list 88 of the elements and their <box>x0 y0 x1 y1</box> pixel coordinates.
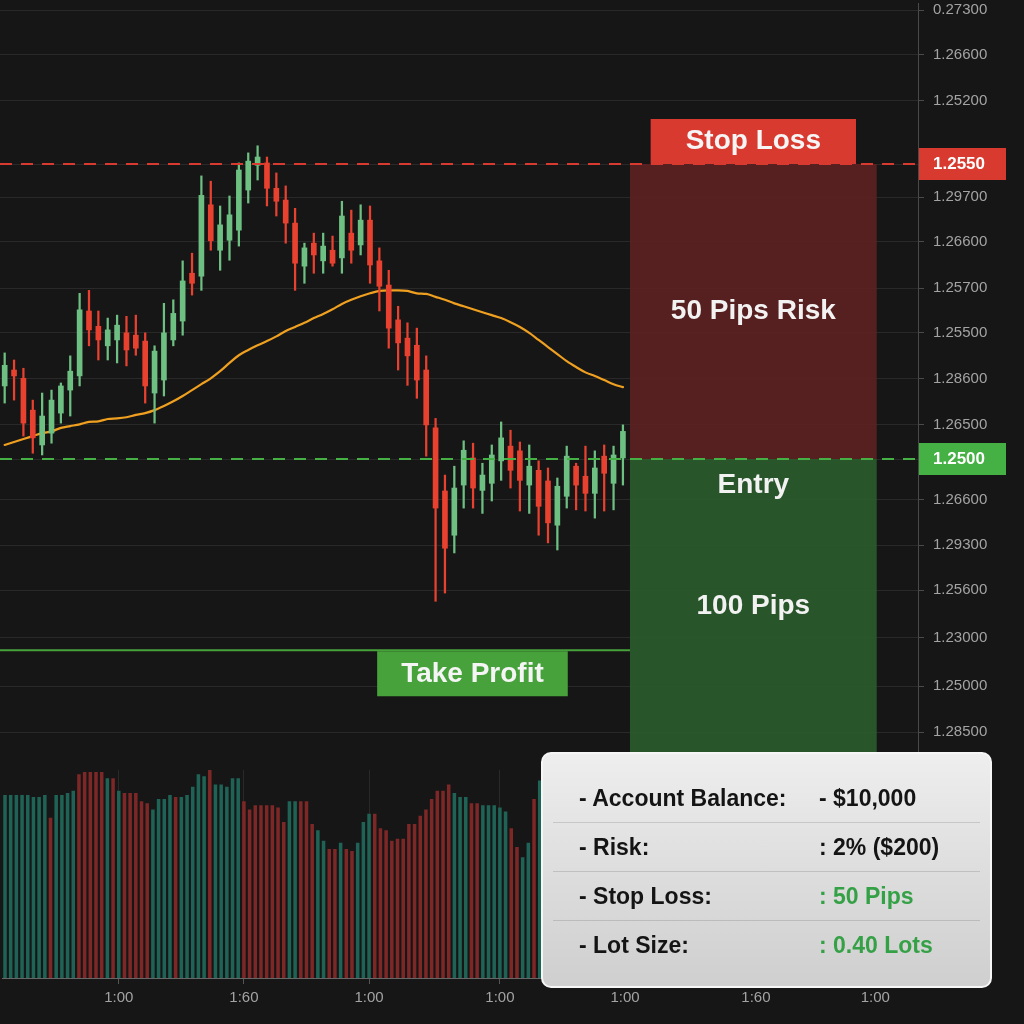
bar <box>327 849 332 978</box>
annotation: - Account Balance: <box>579 784 788 812</box>
text: 1.25600 <box>933 580 988 598</box>
bar <box>208 770 212 978</box>
bar <box>333 849 337 978</box>
bar <box>498 807 502 978</box>
annotation: - $10,000 <box>819 784 917 812</box>
annotation: : 2% ($200) <box>819 833 940 861</box>
bar <box>458 797 462 978</box>
bar <box>407 824 411 978</box>
bar <box>225 786 229 978</box>
band-label: 50 Pips Risk <box>670 294 837 326</box>
bar <box>20 794 24 978</box>
bar <box>151 809 155 978</box>
bar <box>60 794 64 978</box>
ref-line-label: Entry <box>717 467 790 499</box>
ref-line-label: Stop Loss <box>685 124 821 156</box>
bar <box>3 794 7 978</box>
text: 1.28500 <box>933 722 988 740</box>
bar <box>117 790 121 978</box>
bar <box>242 801 246 978</box>
x-tick-label: 1:00 <box>860 988 890 1006</box>
bar <box>37 797 41 978</box>
text: 1.26600 <box>933 232 988 250</box>
bar <box>464 797 468 978</box>
bar <box>401 838 405 978</box>
y-tick-label: 1.2500 <box>933 448 985 468</box>
bar <box>532 799 536 978</box>
bar <box>168 794 172 978</box>
bar <box>372 813 377 978</box>
text: 1.23000 <box>933 628 988 646</box>
annotation: - Risk: <box>579 833 651 861</box>
bar <box>219 784 223 978</box>
bar <box>310 824 314 978</box>
text: 1.28600 <box>933 369 988 387</box>
text: 1.26500 <box>933 415 988 433</box>
x-tick-label: 1:00 <box>354 988 384 1006</box>
bar <box>259 805 263 978</box>
bar <box>424 809 428 978</box>
x-tick-label: 1:00 <box>485 988 515 1006</box>
bar <box>350 851 354 978</box>
bar <box>77 774 81 978</box>
annotation: - Stop Loss: <box>579 882 713 910</box>
bar <box>202 776 206 978</box>
bar <box>128 792 132 978</box>
text: 1.25700 <box>933 278 988 296</box>
line-series <box>3 289 625 447</box>
bar <box>276 807 280 978</box>
bar <box>492 805 496 978</box>
text: 1.25500 <box>933 322 988 340</box>
text: 1.26600 <box>933 45 988 63</box>
bar <box>43 794 47 978</box>
bar <box>390 840 394 978</box>
annotation: : 0.40 Lots <box>819 932 933 959</box>
bar <box>111 778 115 978</box>
bar <box>475 803 479 978</box>
bar <box>54 794 58 978</box>
bar <box>94 772 98 978</box>
bar <box>293 801 297 978</box>
x-tick-label: 1:00 <box>104 988 134 1006</box>
annotation: : 50 Pips <box>819 882 914 910</box>
bar <box>441 790 445 978</box>
text: 1.25200 <box>933 90 988 108</box>
bar <box>71 790 76 978</box>
bar <box>25 794 30 978</box>
ref-line-label: Take Profit <box>401 656 544 688</box>
bar <box>316 830 320 978</box>
bar <box>299 801 303 978</box>
annotation: - Lot Size: <box>579 932 690 959</box>
bar <box>384 830 388 978</box>
text: 1.26600 <box>933 489 988 507</box>
y-tick-label: 1.2550 <box>933 153 985 173</box>
x-tick-label: 1:00 <box>610 988 640 1006</box>
text: 0.27300 <box>933 0 988 18</box>
bar <box>145 803 149 978</box>
text: 1.29700 <box>933 187 988 205</box>
x-tick-label: 1:60 <box>229 988 259 1006</box>
bar <box>134 792 138 978</box>
text: 1.29300 <box>933 535 988 553</box>
bar <box>481 805 485 978</box>
bar <box>367 813 371 978</box>
band-label: 100 Pips <box>696 589 811 621</box>
text: 1.25000 <box>933 676 988 694</box>
bar <box>515 846 519 978</box>
x-tick-label: 1:60 <box>741 988 771 1006</box>
bar <box>236 778 240 978</box>
bar <box>185 794 189 978</box>
bar <box>418 815 423 978</box>
